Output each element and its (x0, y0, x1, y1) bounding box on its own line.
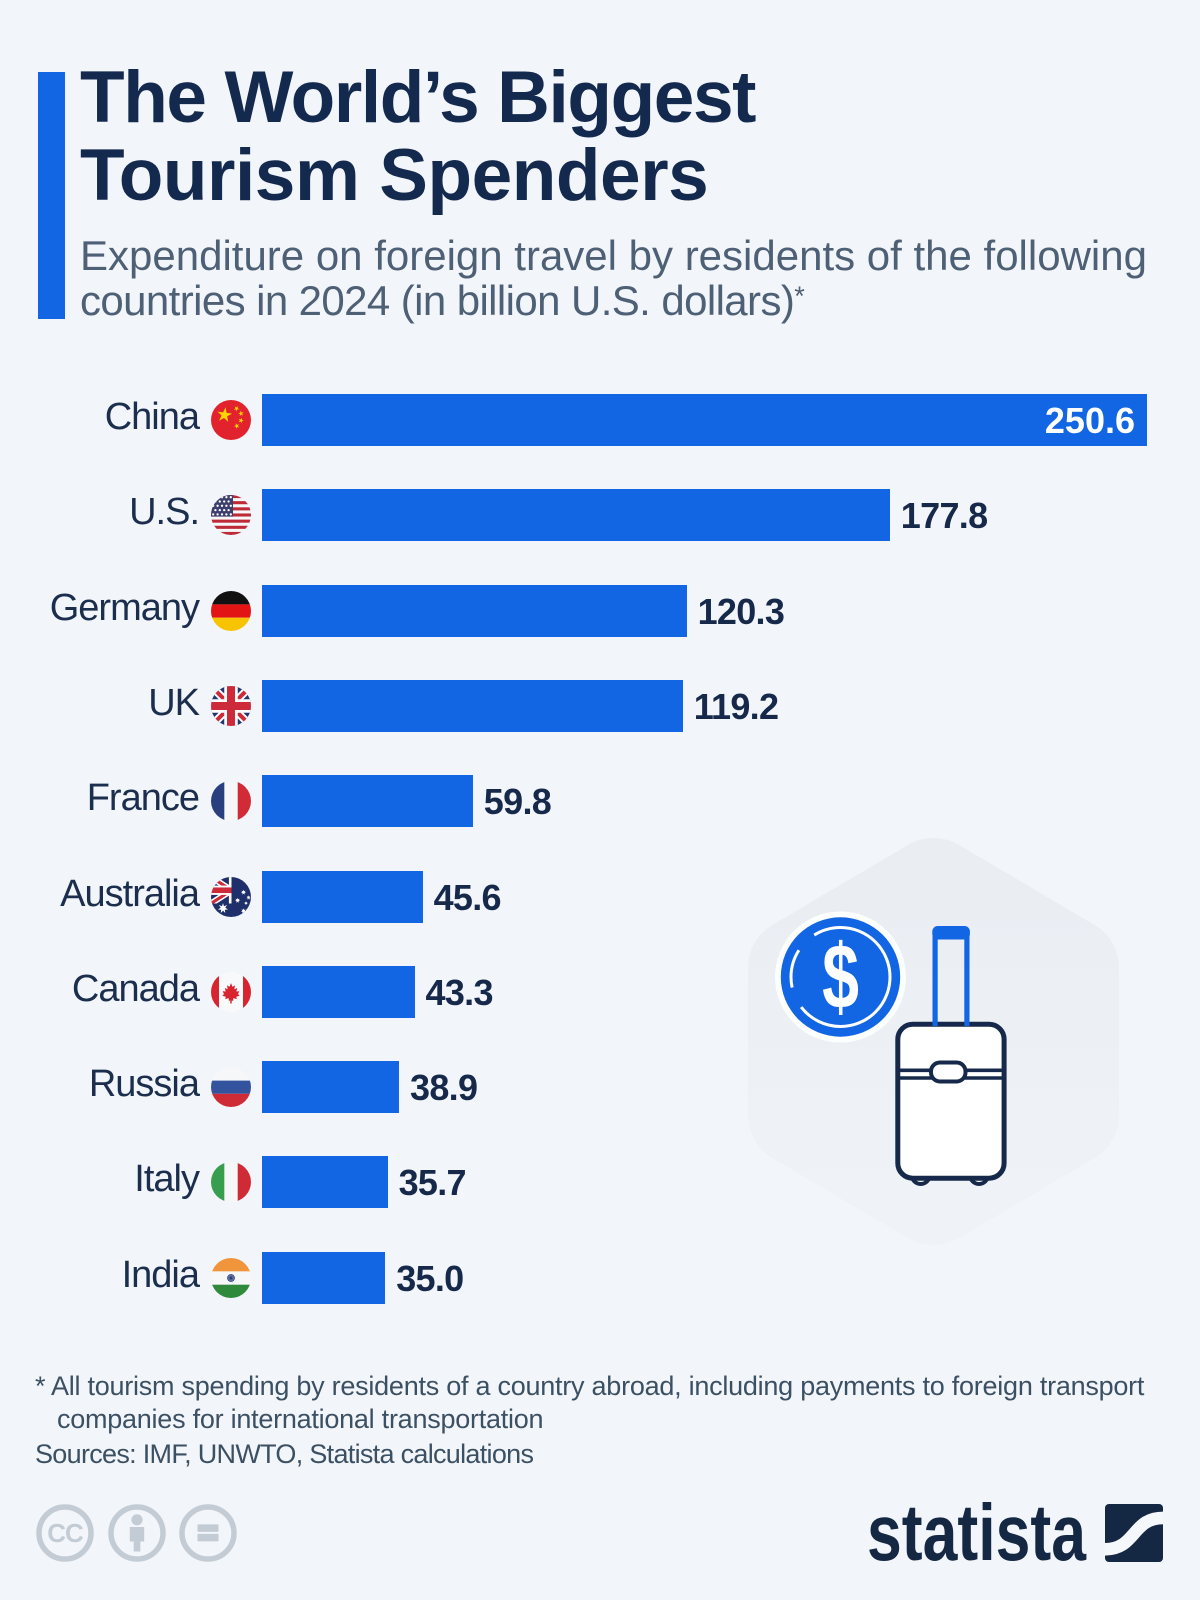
svg-text:CC: CC (47, 1518, 84, 1548)
svg-text:statista: statista (867, 1490, 1086, 1577)
svg-text:$: $ (822, 925, 859, 1028)
